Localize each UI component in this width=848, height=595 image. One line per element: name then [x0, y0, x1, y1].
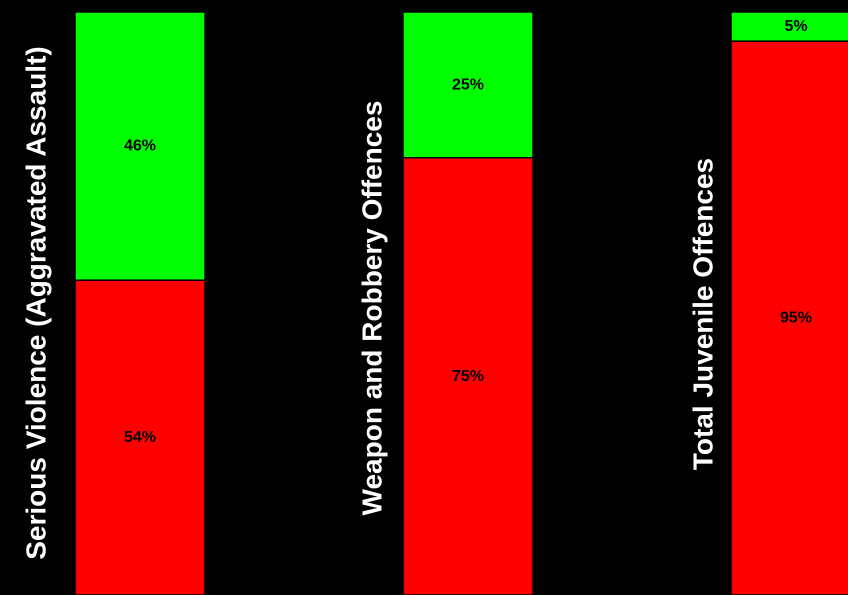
- data-label-red-2: 95%: [780, 310, 812, 327]
- bar-segment-green-0: [74, 11, 206, 281]
- category-label-0: Serious Violence (Aggravated Assault): [21, 46, 52, 560]
- bar-segment-red-2: [730, 40, 848, 595]
- data-label-green-2: 5%: [784, 18, 807, 35]
- bar-segment-red-1: [402, 157, 534, 595]
- category-label-2: Total Juvenile Offences: [688, 158, 719, 470]
- category-label-1: Weapon and Robbery Offences: [357, 101, 388, 516]
- data-label-green-1: 25%: [452, 76, 484, 93]
- data-label-green-0: 46%: [124, 138, 156, 155]
- data-label-red-0: 54%: [124, 429, 156, 446]
- bar-segment-green-2: [730, 11, 848, 42]
- bar-segment-green-1: [402, 11, 534, 159]
- bar-segment-red-0: [74, 279, 206, 595]
- data-label-red-1: 75%: [452, 368, 484, 385]
